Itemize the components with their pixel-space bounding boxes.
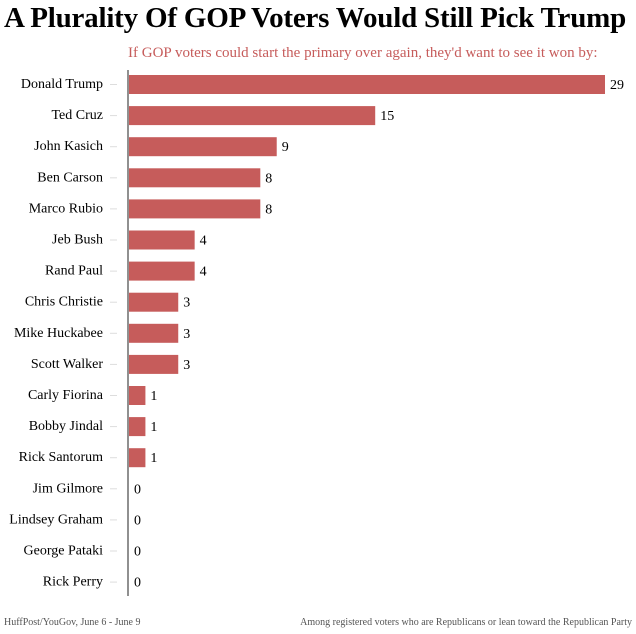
value-label: 8 [265,171,272,186]
chart-subtitle: If GOP voters could start the primary ov… [128,45,598,61]
value-label: 0 [134,513,141,528]
category-label: George Pataki [24,544,104,559]
category-label: Rick Santorum [19,450,103,465]
source-note: HuffPost/YouGov, June 6 - June 9 [4,617,141,628]
category-label: Rick Perry [43,575,103,590]
category-label: Donald Trump [21,77,103,92]
category-label: Scott Walker [31,357,103,372]
value-label: 4 [200,234,207,249]
value-label: 1 [150,451,157,466]
value-label: 15 [380,109,394,124]
value-label: 3 [183,327,190,342]
category-label: Ben Carson [37,170,103,185]
bar [129,386,146,405]
bar [129,354,179,374]
population-note: Among registered voters who are Republic… [300,617,632,628]
category-label: Mike Huckabee [14,326,103,341]
category-label: Ted Cruz [51,108,103,123]
bar [129,137,277,157]
value-label: 8 [265,202,272,217]
value-label: 0 [134,545,141,560]
bar [129,323,179,343]
value-label: 0 [134,576,141,591]
category-label: Lindsey Graham [9,512,103,527]
value-label: 0 [134,482,141,497]
bar [129,417,146,437]
bar [129,106,376,126]
value-label: 9 [282,140,289,155]
category-label: Bobby Jindal [29,419,103,434]
chart-title: A Plurality Of GOP Voters Would Still Pi… [4,2,627,34]
value-label: 4 [200,265,207,280]
bar [129,199,261,219]
value-label: 29 [610,78,624,93]
bar [129,261,195,281]
bar-group: Donald Trump 29 Ted Cruz 15 John Kasich 9 Ben … [9,75,624,591]
value-label: 1 [150,420,157,435]
category-label: Jeb Bush [52,233,103,248]
category-label: Carly Fiorina [28,388,104,403]
category-label: Chris Christie [25,295,103,310]
bar [129,292,179,312]
bar [129,75,605,94]
bar [129,168,261,188]
bar [129,448,146,468]
category-label: Jim Gilmore [33,481,103,496]
value-label: 3 [183,358,190,373]
category-label: Rand Paul [45,264,103,279]
bar [129,230,195,250]
category-label: John Kasich [34,139,103,154]
category-label: Marco Rubio [29,201,103,216]
value-label: 1 [150,389,157,404]
value-label: 3 [183,296,190,311]
